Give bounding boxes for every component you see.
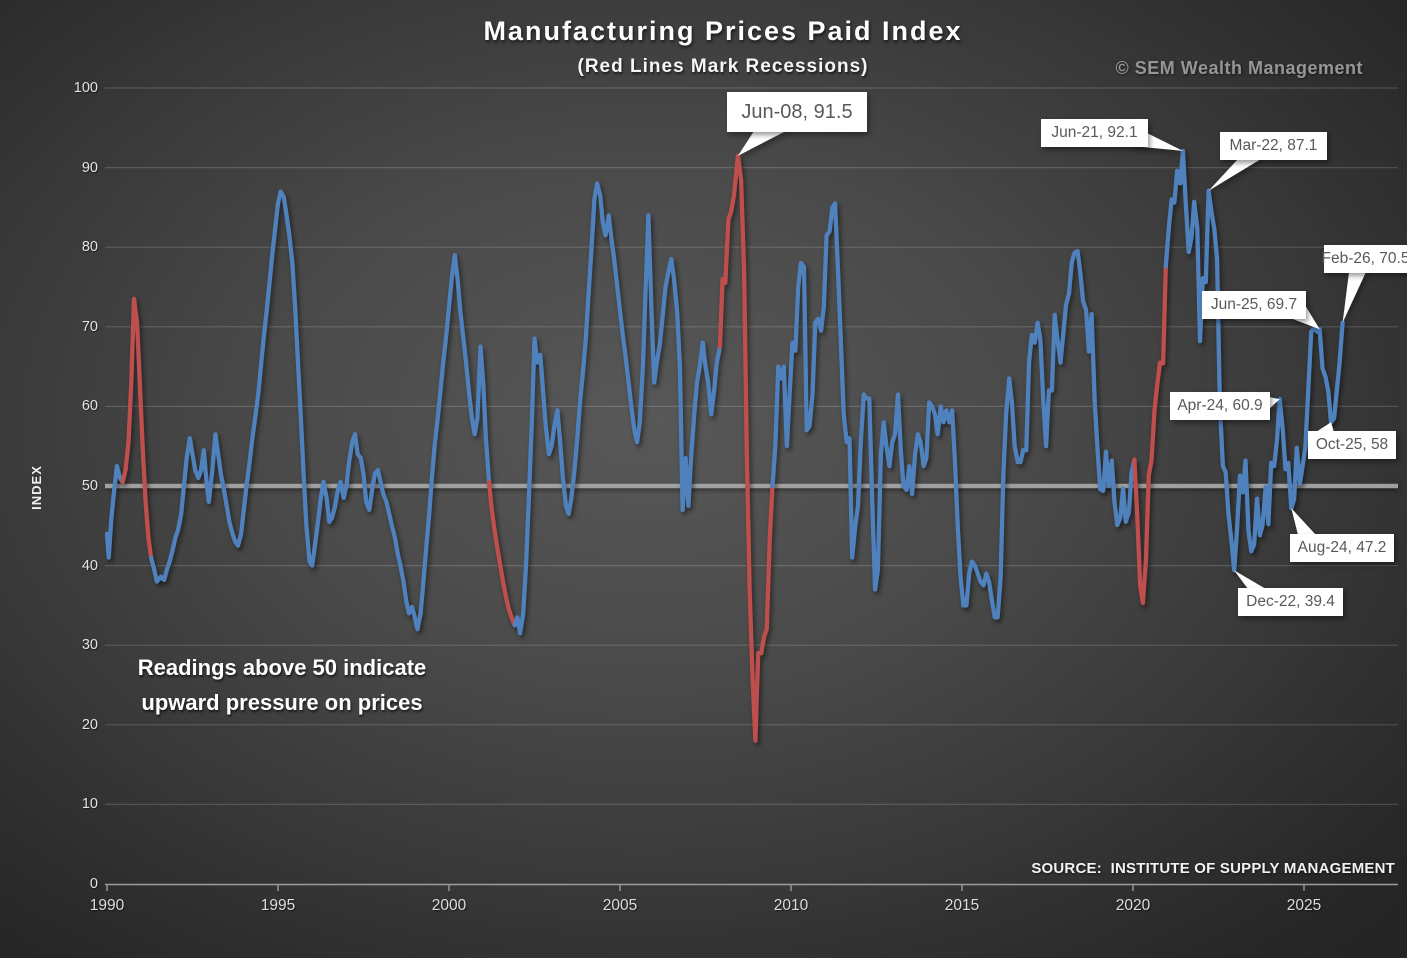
callout-feb-26: Feb-26, 70.5 bbox=[1322, 245, 1407, 273]
callout-oct-25: Oct-25, 58 bbox=[1308, 431, 1396, 459]
x-tick-label-2020: 2020 bbox=[1115, 897, 1151, 914]
callout-pointer bbox=[1234, 570, 1266, 589]
price-line-segment bbox=[148, 189, 492, 632]
callout-apr-24: Apr-24, 60.9 bbox=[1170, 392, 1270, 420]
x-tick-label-2005: 2005 bbox=[602, 897, 638, 914]
annotation-note-line2: upward pressure on prices bbox=[141, 690, 423, 715]
price-line bbox=[104, 148, 1345, 743]
y-tick-label-80: 80 bbox=[81, 239, 98, 256]
x-tick-label-2025: 2025 bbox=[1286, 897, 1322, 914]
price-line-segment bbox=[104, 463, 125, 560]
recession-segment bbox=[486, 479, 517, 628]
price-line-segment bbox=[512, 181, 723, 636]
x-axis bbox=[105, 883, 1398, 891]
y-tick-label-0: 0 bbox=[89, 876, 98, 892]
x-tick-label-2015: 2015 bbox=[944, 897, 980, 914]
annotation-note: Readings above 50 indicate upward pressu… bbox=[102, 650, 462, 720]
source-credit: SOURCE: INSTITUTE OF SUPPLY MANAGEMENT bbox=[1031, 860, 1395, 877]
y-tick-label-70: 70 bbox=[81, 318, 98, 335]
annotation-note-line1: Readings above 50 indicate bbox=[137, 655, 427, 680]
y-tick-label-10: 10 bbox=[81, 796, 98, 813]
recession-segment bbox=[120, 296, 154, 560]
y-tick-label-60: 60 bbox=[81, 398, 98, 415]
callout-pointer bbox=[1291, 508, 1316, 535]
callout-jun-21: Jun-21, 92.1 bbox=[1041, 119, 1148, 147]
chart-title: Manufacturing Prices Paid Index bbox=[483, 16, 963, 46]
callout-jun-08: Jun-08, 91.5 bbox=[727, 92, 867, 132]
y-tick-label-40: 40 bbox=[81, 557, 98, 574]
y-tick-label-20: 20 bbox=[81, 716, 98, 733]
x-tick-label-1990: 1990 bbox=[89, 897, 125, 914]
watermark-text: © SEM Wealth Management bbox=[1115, 58, 1363, 78]
callout-pointer bbox=[1269, 397, 1280, 409]
callout-pointer bbox=[738, 131, 786, 156]
y-tick-label-50: 50 bbox=[81, 478, 98, 494]
chart-subtitle: (Red Lines Mark Recessions) bbox=[577, 56, 869, 77]
callout-jun-25: Jun-25, 69.7 bbox=[1202, 291, 1306, 319]
price-line-segment bbox=[1163, 148, 1345, 573]
callout-pointer bbox=[1208, 159, 1261, 191]
x-tick-label-2010: 2010 bbox=[773, 897, 809, 914]
callout-aug-24: Aug-24, 47.2 bbox=[1290, 534, 1394, 562]
callout-dec-22: Dec-22, 39.4 bbox=[1238, 588, 1343, 616]
recession-segment bbox=[1132, 264, 1168, 606]
callout-mar-22: Mar-22, 87.1 bbox=[1220, 132, 1327, 160]
callout-pointer bbox=[1316, 422, 1334, 432]
x-tick-label-1995: 1995 bbox=[260, 897, 296, 914]
x-tick-label-2000: 2000 bbox=[431, 897, 467, 914]
recession-segment bbox=[717, 153, 775, 743]
y-tick-label-30: 30 bbox=[81, 637, 98, 654]
price-line-segment bbox=[770, 201, 1137, 620]
callout-pointer bbox=[1342, 272, 1366, 323]
y-tick-label-100: 100 bbox=[73, 80, 98, 96]
y-tick-label-90: 90 bbox=[81, 159, 98, 176]
